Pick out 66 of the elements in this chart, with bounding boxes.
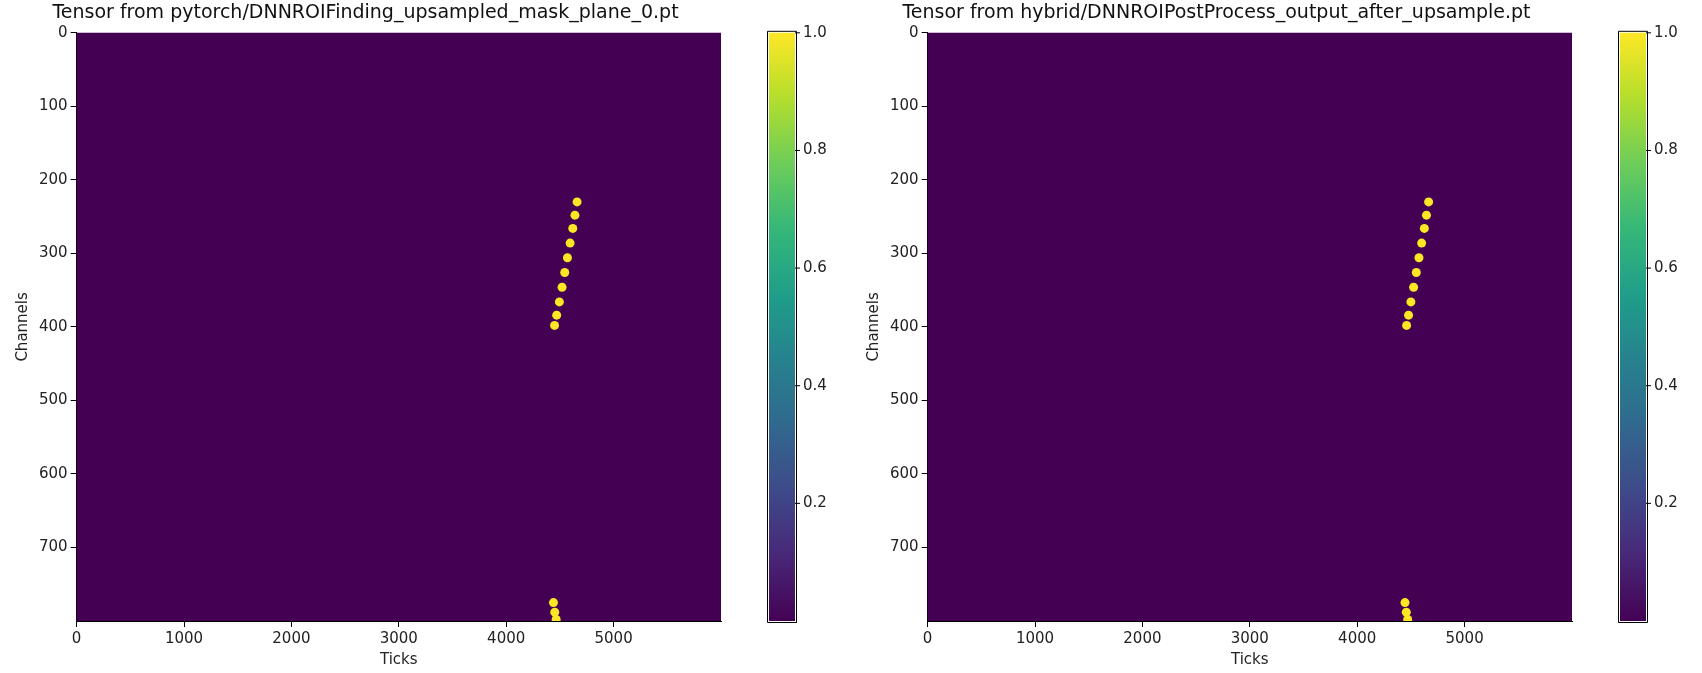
point [1417, 238, 1427, 248]
point [1411, 267, 1421, 277]
y-tick-label: 500 [38, 390, 68, 409]
x-tick-label: 3000 [379, 628, 418, 647]
point [565, 238, 575, 248]
y-tick-label: 300 [889, 243, 919, 262]
x-tick-label: 5000 [594, 628, 633, 647]
chart-title: Tensor from hybrid/DNNROIPostProcess_output_after_upsample.pt [901, 0, 1531, 24]
y-axis-title: Channels [863, 292, 882, 362]
color-bar-label: 0.4 [803, 375, 827, 394]
chart-title: Tensor from pytorch/DNNROIFinding_upsampled_mask_plane_0.pt [51, 0, 679, 24]
point [572, 197, 582, 207]
point [568, 223, 578, 233]
x-axis-title: Ticks [1230, 649, 1269, 668]
color-bar-label: 0.6 [1654, 257, 1678, 276]
y-tick-label: 400 [38, 316, 68, 335]
x-tick-label: 1000 [1015, 628, 1055, 647]
point [562, 253, 572, 263]
point [1424, 197, 1434, 207]
point [1404, 310, 1414, 320]
point [570, 210, 580, 220]
point [1414, 253, 1424, 263]
x-tick-label: 2000 [272, 628, 311, 647]
point [1419, 223, 1429, 233]
x-tick-label: 3000 [1230, 628, 1269, 647]
point [557, 282, 567, 292]
x-tick-label: 2000 [1123, 628, 1162, 647]
y-tick-label: 300 [38, 243, 68, 262]
y-tick-label: 0 [58, 22, 68, 41]
y-tick-label: 600 [38, 463, 68, 482]
color-bar-label: 1.0 [803, 22, 827, 41]
point [548, 598, 558, 608]
x-axis-title: Ticks [379, 649, 418, 668]
point [1406, 297, 1416, 307]
x-tick-label: 4000 [487, 628, 526, 647]
color-bar-label: 1.0 [1654, 22, 1678, 41]
color-bar-label: 0.2 [1654, 493, 1678, 512]
point [1400, 598, 1410, 608]
y-tick-label: 0 [909, 22, 919, 41]
x-tick-label: 0 [922, 628, 933, 647]
x-tick-label: 4000 [1338, 628, 1377, 647]
x-tick-label: 5000 [1445, 628, 1484, 647]
point [554, 297, 564, 307]
y-tick-label: 100 [38, 96, 68, 115]
color-bar-label: 0.8 [1654, 140, 1678, 159]
y-tick-label: 100 [889, 96, 919, 115]
point [1421, 210, 1431, 220]
point [560, 267, 570, 277]
x-tick-label: 0 [71, 628, 82, 647]
y-axis-title: Channels [12, 292, 31, 362]
x-tick-label: 1000 [164, 628, 204, 647]
point [552, 310, 562, 320]
color-bar-label: 0.4 [1654, 375, 1678, 394]
color-bar-label: 0.2 [803, 493, 827, 512]
y-tick-label: 700 [38, 537, 68, 556]
y-tick-label: 200 [889, 169, 919, 188]
y-tick-label: 400 [889, 316, 919, 335]
color-bar-label: 0.6 [803, 257, 827, 276]
y-tick-label: 700 [889, 537, 919, 556]
point [1409, 282, 1419, 292]
point [550, 320, 560, 330]
color-bar-label: 0.8 [803, 140, 827, 159]
y-tick-label: 500 [889, 390, 919, 409]
y-tick-label: 600 [889, 463, 919, 482]
y-tick-label: 200 [38, 169, 68, 188]
point [1402, 320, 1412, 330]
